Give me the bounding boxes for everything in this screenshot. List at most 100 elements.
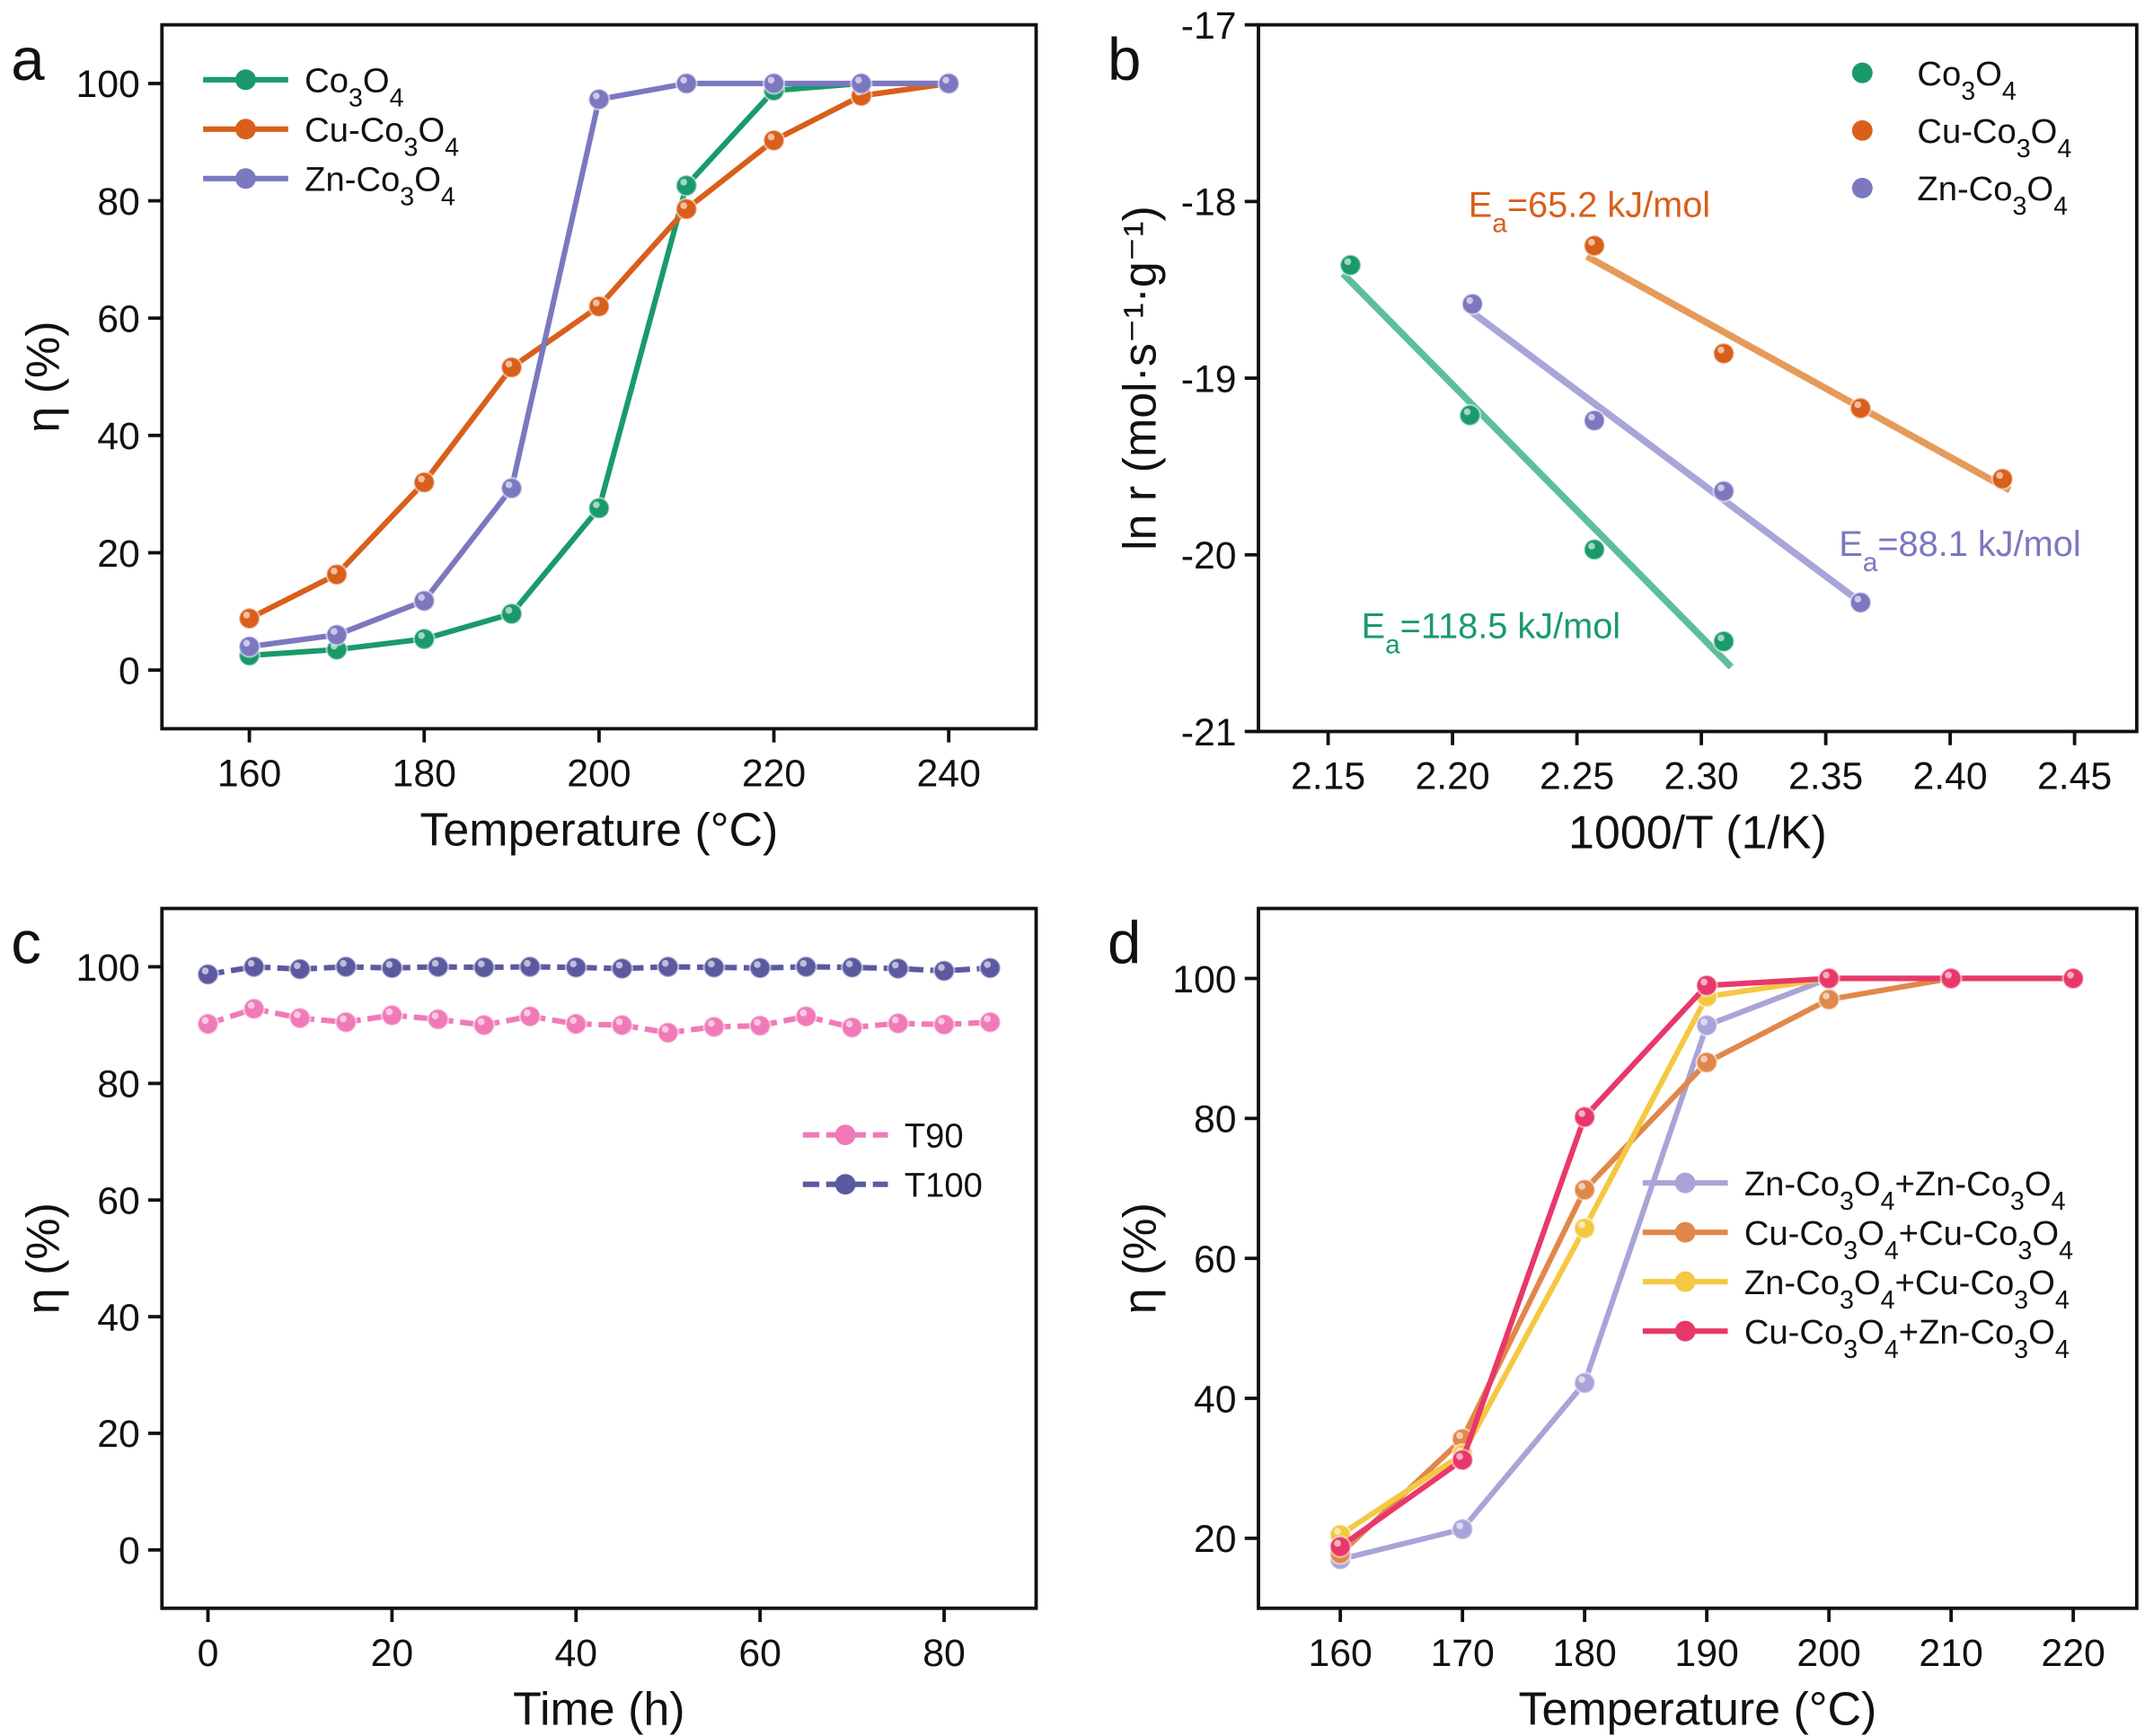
marker [2061,966,2085,991]
x-tick-label: 2.35 [1788,755,1863,798]
marker [657,955,680,979]
x-tick-label: 2.15 [1291,755,1365,798]
marker-highlight [340,959,347,967]
marker-highlight [294,962,301,970]
x-tick-label: 2.30 [1664,755,1738,798]
marker [887,956,910,981]
x-tick-label: 200 [1796,1632,1860,1675]
marker-highlight [1823,971,1830,979]
marker-highlight [294,1011,301,1018]
marker-highlight [1578,1110,1585,1117]
y-tick-label: 100 [75,63,139,106]
x-tick-label: 190 [1674,1632,1738,1675]
marker-highlight [505,480,513,489]
marker-highlight [593,92,600,100]
x-tick-label: 220 [742,753,806,796]
marker-highlight [243,639,251,647]
annotation: Ea=118.5 kJ/mol [1362,607,1621,660]
marker [412,627,436,651]
y-tick-label: -18 [1181,181,1237,225]
marker [1338,253,1363,277]
legend-marker [1851,178,1873,198]
marker [1695,974,1718,997]
marker [748,1014,772,1037]
x-tick-label: 220 [2041,1632,2105,1675]
y-tick-label: 80 [97,181,140,224]
y-tick-label: -19 [1181,357,1237,401]
marker-highlight [1945,971,1952,979]
marker-highlight [1700,1018,1708,1026]
marker-highlight [938,1018,945,1025]
marker [841,956,864,979]
marker [1849,396,1872,420]
marker-highlight [2067,971,2074,979]
panel-label: c [11,910,41,977]
marker [657,1021,680,1044]
marker-highlight [1717,634,1725,642]
panel-label: b [1108,26,1141,93]
annotation: Ea=65.2 kJ/mol [1469,186,1710,238]
legend-label: Cu-Co3O4 [305,111,459,163]
y-tick-label: 60 [1194,1238,1237,1281]
x-tick-label: 60 [738,1632,781,1675]
marker [1939,966,1963,991]
y-tick-label: 0 [119,649,140,692]
legend-label: Co3O4 [1917,55,2016,106]
series-line [207,1006,991,1035]
marker [427,1008,450,1031]
fit-line [1584,253,2012,494]
y-tick-label: -17 [1181,4,1237,48]
legend-label: Zn-Co3O4+Cu-Co3O4 [1744,1264,2070,1315]
marker-highlight [942,76,949,84]
marker-highlight [524,1009,531,1017]
fit-line [1340,271,1735,670]
marker-highlight [1717,484,1725,491]
marker [1695,1014,1718,1037]
marker-highlight [1823,992,1830,1000]
marker [675,72,698,95]
marker-highlight [708,960,715,968]
marker [412,589,436,612]
marker [1573,1371,1596,1395]
marker-highlight [201,1017,209,1025]
marker [243,955,266,979]
legend-marker [1674,1320,1696,1342]
marker [610,956,634,981]
marker [675,174,698,198]
marker [1573,1106,1596,1129]
marker [587,87,611,111]
legend-marker [1674,1271,1696,1292]
legend-label: Zn-Co3O4 [1917,170,2068,221]
marker [325,563,349,586]
x-tick-label: 240 [917,753,981,796]
y-tick-label: 40 [97,1296,140,1339]
y-tick-label: 80 [97,1063,140,1106]
x-tick-label: 200 [567,753,631,796]
marker-highlight [201,967,209,974]
y-tick-label: 20 [1194,1518,1237,1561]
marker-highlight [1578,1376,1585,1383]
marker [1712,341,1735,366]
y-tick-label: 20 [97,1413,140,1456]
legend-label: Co3O4 [305,62,403,113]
x-tick-label: 0 [198,1632,219,1675]
marker [334,955,358,979]
panel-label: a [11,26,45,93]
x-tick-label: 2.45 [2037,755,2112,798]
marker-highlight [680,202,687,209]
y-tick-label: 20 [97,533,140,576]
marker-highlight [1334,1528,1341,1535]
marker-highlight [845,1020,853,1028]
marker [1451,1518,1474,1541]
marker-highlight [1854,595,1862,603]
marker-highlight [661,1026,669,1033]
marker [794,1005,818,1028]
marker [1573,1217,1596,1240]
marker-highlight [1717,346,1725,354]
marker [518,1005,542,1028]
marker-highlight [984,961,992,968]
marker-highlight [418,631,426,639]
legend-marker [235,168,256,189]
marker-highlight [1700,978,1708,986]
